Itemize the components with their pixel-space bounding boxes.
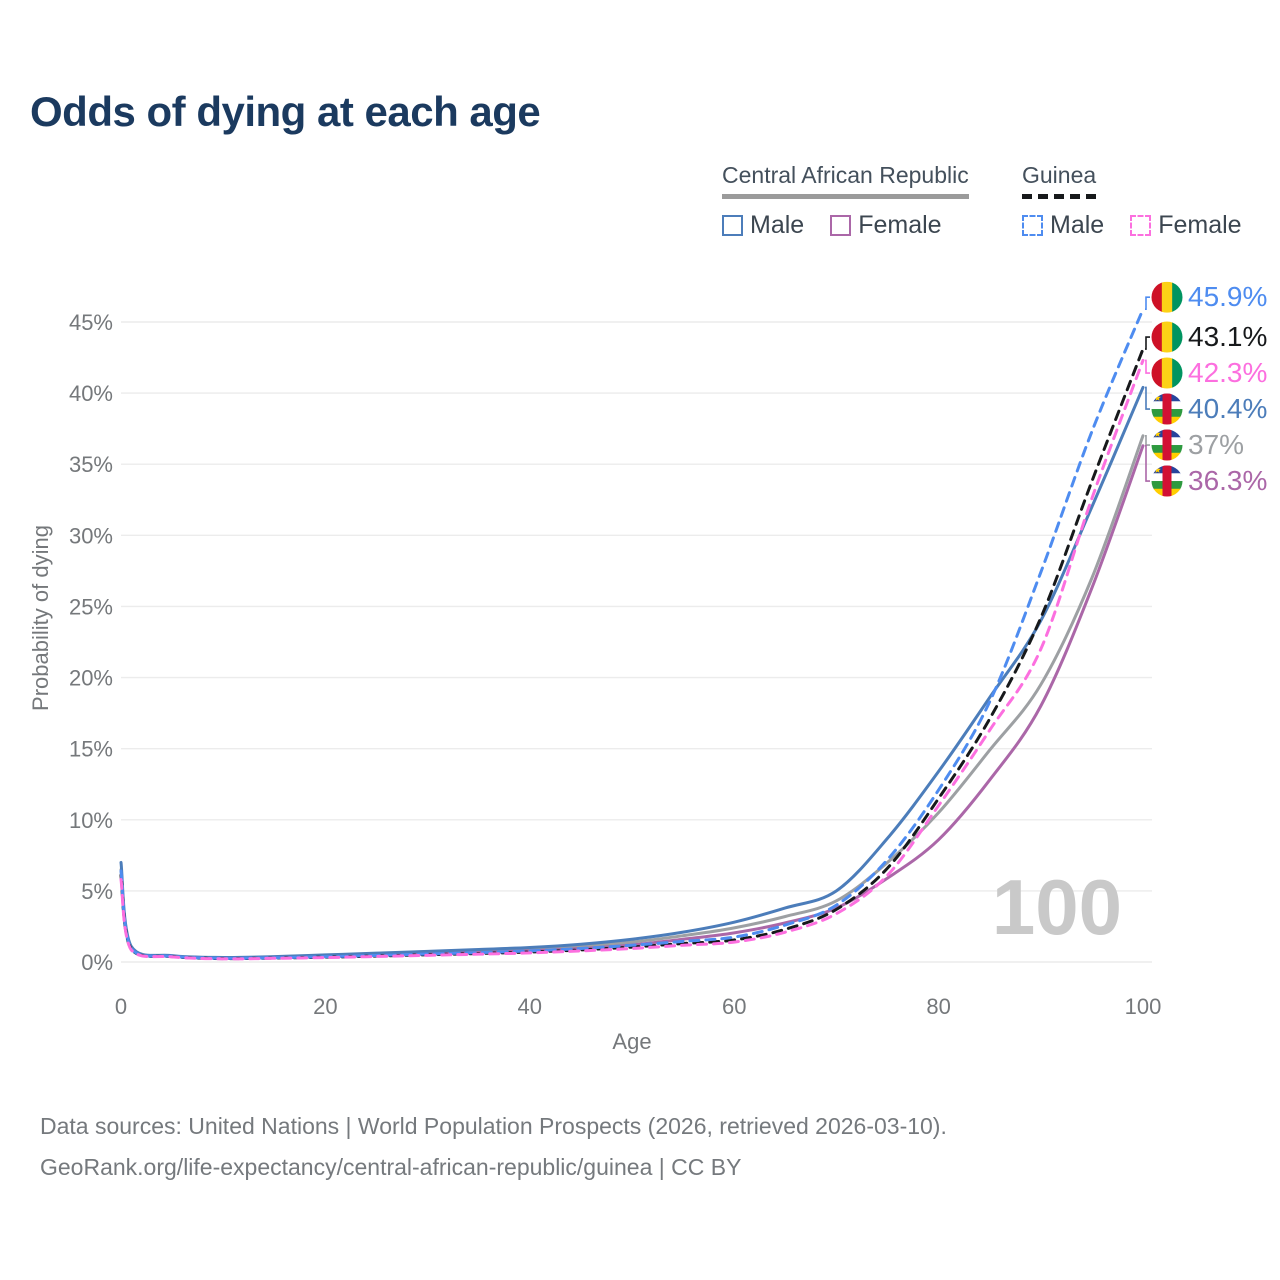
car-flag-icon — [1151, 429, 1183, 461]
end-label-value-guinea-male: 45.9% — [1188, 281, 1267, 312]
guinea-male-swatch-icon — [1022, 215, 1043, 236]
y-tick-label: 15% — [69, 737, 113, 762]
end-label-value-car-male: 40.4% — [1188, 393, 1267, 424]
guinea-flag-icon — [1151, 321, 1183, 353]
series-line-guinea-male[interactable] — [119, 307, 1145, 960]
end-label-connector — [1145, 386, 1150, 410]
legend-header-guinea[interactable]: Guinea — [1022, 162, 1097, 199]
data-sources-line: Data sources: United Nations | World Pop… — [40, 1113, 947, 1139]
end-label-connector — [1145, 296, 1150, 311]
guinea-female-swatch-icon — [1130, 215, 1152, 236]
end-label-connector — [1145, 434, 1150, 446]
series-line-guinea-total[interactable] — [119, 347, 1145, 961]
x-tick-label: 60 — [722, 994, 746, 1019]
legend-header-central-african-republic[interactable]: Central African Republic — [722, 162, 969, 199]
page-title: Odds of dying at each age — [30, 88, 541, 135]
end-label-value-car-total: 37% — [1188, 429, 1244, 460]
end-label-value-guinea-total: 43.1% — [1188, 321, 1267, 352]
guinea-flag-icon — [1151, 281, 1183, 313]
end-label-connector — [1145, 444, 1150, 482]
car-male-swatch-icon — [722, 215, 743, 236]
legend-group-guinea: Guinea Male Female — [1022, 162, 1242, 240]
y-tick-label: 40% — [69, 381, 113, 406]
x-tick-label: 100 — [1125, 994, 1162, 1019]
legend: Central African Republic Male Female Gui… — [0, 162, 1280, 252]
x-tick-label: 80 — [926, 994, 950, 1019]
end-label-value-guinea-female: 42.3% — [1188, 357, 1267, 388]
legend-item-car-female[interactable]: Female — [830, 211, 942, 240]
footer: Data sources: United Nations | World Pop… — [40, 1106, 947, 1188]
legend-group-central-african-republic: Central African Republic Male Female — [722, 162, 969, 240]
attribution-line: GeoRank.org/life-expectancy/central-afri… — [40, 1154, 742, 1180]
car-flag-icon — [1151, 465, 1183, 497]
x-tick-label: 40 — [518, 994, 542, 1019]
legend-item-car-male[interactable]: Male — [722, 211, 804, 240]
end-label-connector — [1145, 359, 1150, 374]
y-tick-label: 10% — [69, 808, 113, 833]
y-tick-label: 20% — [69, 666, 113, 691]
series-line-guinea-female[interactable] — [119, 358, 1145, 961]
legend-item-label: Male — [1050, 211, 1105, 239]
x-tick-label: 20 — [313, 994, 337, 1019]
legend-item-label: Female — [1158, 211, 1242, 239]
series-line-car-male[interactable] — [119, 385, 1145, 959]
x-axis-title: Age — [612, 1029, 651, 1054]
legend-row-car: Male Female — [722, 211, 969, 240]
legend-item-label: Male — [750, 211, 805, 239]
legend-row-guinea: Male Female — [1022, 211, 1242, 240]
y-tick-label: 45% — [69, 310, 113, 335]
x-tick-label: 0 — [115, 994, 127, 1019]
y-tick-label: 30% — [69, 523, 113, 548]
legend-item-guinea-female[interactable]: Female — [1130, 211, 1242, 240]
y-tick-label: 35% — [69, 452, 113, 477]
guinea-flag-icon — [1151, 357, 1183, 389]
hover-age-watermark: 100 — [992, 863, 1122, 951]
car-flag-icon — [1151, 393, 1183, 425]
y-tick-label: 5% — [81, 879, 113, 904]
end-label-value-car-female: 36.3% — [1188, 465, 1267, 496]
legend-item-label: Female — [858, 211, 942, 239]
y-tick-label: 0% — [81, 950, 113, 975]
y-tick-label: 25% — [69, 594, 113, 619]
car-female-swatch-icon — [830, 215, 852, 236]
end-label-connector — [1145, 336, 1150, 350]
legend-item-guinea-male[interactable]: Male — [1022, 211, 1104, 240]
y-axis-title: Probability of dying — [28, 525, 53, 711]
